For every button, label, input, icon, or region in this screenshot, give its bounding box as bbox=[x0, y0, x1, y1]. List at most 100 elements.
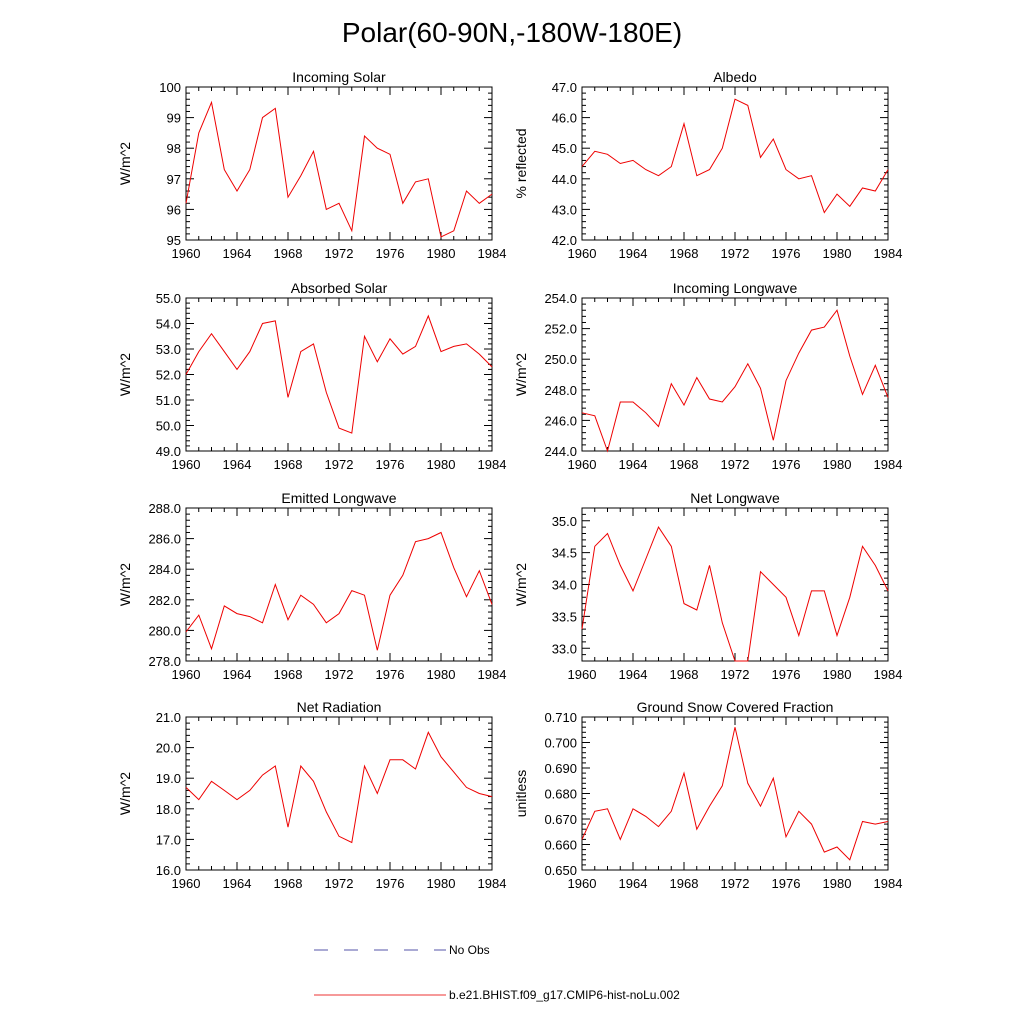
panel-incoming-longwave: Incoming Longwave W/m^2 1960 1964 1968 1972 19… bbox=[513, 280, 902, 472]
series-line bbox=[581, 727, 889, 861]
y-tick-label: 248.0 bbox=[544, 383, 577, 398]
y-axis-label: W/m^2 bbox=[117, 563, 133, 606]
y-tick-label: 100 bbox=[159, 80, 181, 95]
y-tick-label: 34.0 bbox=[552, 578, 577, 593]
y-tick-label: 42.0 bbox=[552, 233, 577, 248]
x-tick-label: 1968 bbox=[274, 876, 303, 891]
y-tick-label: 0.710 bbox=[544, 710, 577, 725]
plot-frame bbox=[185, 507, 493, 662]
y-tick-label: 33.5 bbox=[552, 609, 577, 624]
x-tick-label: 1968 bbox=[670, 667, 699, 682]
x-tick-label: 1972 bbox=[325, 457, 354, 472]
y-tick-label: 44.0 bbox=[552, 172, 577, 187]
panel-absorbed-solar: Absorbed Solar W/m^2 1960 1964 1968 1972 1976 1… bbox=[117, 280, 506, 472]
panel-title: Emitted Longwave bbox=[281, 490, 396, 506]
x-tick-label: 1984 bbox=[478, 667, 507, 682]
x-tick-label: 1980 bbox=[823, 457, 852, 472]
x-tick-label: 1972 bbox=[325, 667, 354, 682]
panels-grid: Incoming Solar W/m^2 1960 1964 1968 1972 1976 1… bbox=[117, 69, 902, 891]
x-tick-label: 1972 bbox=[721, 457, 750, 472]
y-tick-label: 0.650 bbox=[544, 863, 577, 878]
series-line bbox=[185, 100, 493, 238]
plot-frame bbox=[185, 86, 493, 241]
y-axis-label: unitless bbox=[513, 770, 529, 817]
y-tick-label: 18.0 bbox=[156, 802, 181, 817]
x-tick-label: 1960 bbox=[172, 667, 201, 682]
y-tick-label: 20.0 bbox=[156, 741, 181, 756]
x-tick-label: 1968 bbox=[670, 246, 699, 261]
y-tick-label: 99 bbox=[167, 111, 181, 126]
y-tick-label: 21.0 bbox=[156, 710, 181, 725]
y-tick-label: 45.0 bbox=[552, 141, 577, 156]
y-tick-label: 0.680 bbox=[544, 787, 577, 802]
x-tick-label: 1984 bbox=[874, 667, 903, 682]
x-tick-label: 1960 bbox=[568, 876, 597, 891]
x-tick-label: 1968 bbox=[274, 667, 303, 682]
y-tick-label: 53.0 bbox=[156, 342, 181, 357]
legend: No Obs b.e21.BHIST.f09_g17.CMIP6-hist-no… bbox=[314, 943, 680, 1002]
x-tick-label: 1980 bbox=[427, 457, 456, 472]
y-tick-label: 246.0 bbox=[544, 413, 577, 428]
y-tick-label: 252.0 bbox=[544, 322, 577, 337]
y-tick-label: 97 bbox=[167, 172, 181, 187]
x-tick-label: 1972 bbox=[721, 876, 750, 891]
series-line bbox=[581, 526, 889, 662]
x-tick-label: 1980 bbox=[823, 876, 852, 891]
y-tick-label: 284.0 bbox=[148, 562, 181, 577]
x-tick-label: 1968 bbox=[670, 457, 699, 472]
x-tick-label: 1984 bbox=[874, 876, 903, 891]
panel-title: Incoming Longwave bbox=[673, 280, 798, 296]
x-tick-label: 1960 bbox=[568, 457, 597, 472]
y-tick-label: 35.0 bbox=[552, 514, 577, 529]
plot-frame bbox=[581, 716, 889, 871]
series-line bbox=[185, 314, 493, 434]
series-line bbox=[185, 731, 493, 844]
y-tick-label: 98 bbox=[167, 141, 181, 156]
panel-title: Absorbed Solar bbox=[291, 280, 388, 296]
x-tick-label: 1968 bbox=[274, 457, 303, 472]
panel-net-longwave: Net Longwave W/m^2 1960 1964 1968 1972 1976 198… bbox=[513, 490, 902, 682]
plot-frame bbox=[185, 716, 493, 871]
y-tick-label: 254.0 bbox=[544, 291, 577, 306]
x-tick-label: 1960 bbox=[172, 246, 201, 261]
x-tick-label: 1976 bbox=[376, 667, 405, 682]
x-tick-label: 1984 bbox=[874, 457, 903, 472]
y-tick-label: 278.0 bbox=[148, 654, 181, 669]
x-tick-label: 1984 bbox=[478, 876, 507, 891]
x-tick-label: 1980 bbox=[823, 667, 852, 682]
plot-frame bbox=[581, 86, 889, 241]
y-tick-label: 96 bbox=[167, 202, 181, 217]
y-tick-label: 0.660 bbox=[544, 838, 577, 853]
x-tick-label: 1960 bbox=[568, 667, 597, 682]
x-tick-label: 1972 bbox=[721, 246, 750, 261]
y-tick-label: 282.0 bbox=[148, 593, 181, 608]
panel-title: Net Radiation bbox=[297, 699, 382, 715]
y-tick-label: 54.0 bbox=[156, 317, 181, 332]
legend-label-no-obs: No Obs bbox=[449, 943, 490, 957]
y-tick-label: 280.0 bbox=[148, 623, 181, 638]
x-tick-label: 1976 bbox=[376, 876, 405, 891]
x-tick-label: 1964 bbox=[223, 667, 252, 682]
x-tick-label: 1964 bbox=[619, 667, 648, 682]
x-tick-label: 1976 bbox=[376, 246, 405, 261]
x-tick-label: 1980 bbox=[427, 246, 456, 261]
y-tick-label: 0.670 bbox=[544, 812, 577, 827]
panel-title: Incoming Solar bbox=[292, 69, 386, 85]
panel-title: Albedo bbox=[713, 69, 757, 85]
x-tick-label: 1980 bbox=[427, 876, 456, 891]
x-tick-label: 1964 bbox=[223, 246, 252, 261]
x-tick-label: 1960 bbox=[172, 457, 201, 472]
x-tick-label: 1980 bbox=[427, 667, 456, 682]
x-tick-label: 1968 bbox=[274, 246, 303, 261]
y-axis-label: W/m^2 bbox=[117, 772, 133, 815]
y-tick-label: 52.0 bbox=[156, 368, 181, 383]
y-axis-label: % reflected bbox=[513, 128, 529, 198]
x-tick-label: 1964 bbox=[619, 457, 648, 472]
x-tick-label: 1968 bbox=[670, 876, 699, 891]
panel-title: Net Longwave bbox=[690, 490, 780, 506]
panel-incoming-solar: Incoming Solar W/m^2 1960 1964 1968 1972 1976 1… bbox=[117, 69, 506, 261]
y-tick-label: 46.0 bbox=[552, 111, 577, 126]
x-tick-label: 1964 bbox=[619, 876, 648, 891]
series-line bbox=[581, 98, 889, 214]
